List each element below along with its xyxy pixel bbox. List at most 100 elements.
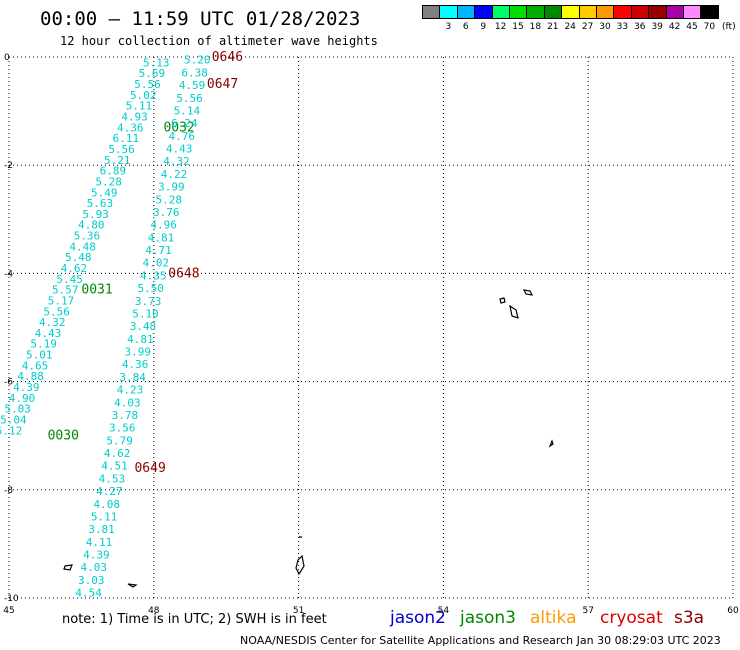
scale-label: 30 — [599, 22, 611, 32]
island-outline — [548, 439, 554, 448]
x-tick-label: 54 — [438, 606, 450, 616]
wave-height-label: 3.03 — [78, 574, 105, 587]
map-subtitle: 12 hour collection of altimeter wave hei… — [60, 34, 378, 48]
wave-height-label: 4.54 — [75, 587, 102, 600]
wave-height-label: 5.56 — [108, 143, 135, 156]
y-tick-label: -4 — [4, 269, 13, 279]
footnote: note: 1) Time is in UTC; 2) SWH is in fe… — [62, 612, 327, 627]
wave-height-label: 5.10 — [132, 307, 159, 320]
wave-height-label: 4.39 — [13, 381, 40, 394]
scale-swatch — [700, 5, 719, 19]
wave-height-label: 4.81 — [127, 333, 154, 346]
scale-label: 9 — [480, 22, 487, 32]
wave-height-label: 5.11 — [126, 100, 153, 113]
map-title: 00:00 – 11:59 UTC 01/28/2023 — [40, 8, 361, 30]
wave-height-label: 4.88 — [17, 370, 44, 383]
island-outline — [127, 583, 138, 588]
pass-time-label: 0646 — [212, 50, 243, 65]
wave-height-label: 3.48 — [130, 320, 157, 333]
scale-label: 15 — [512, 22, 524, 32]
wave-height-label: 4.43 — [35, 327, 62, 340]
scale-label: 42 — [668, 22, 681, 32]
wave-height-label: 4.03 — [114, 396, 141, 409]
wave-height-label: 4.03 — [81, 561, 108, 574]
wave-height-label: 6.38 — [181, 66, 208, 79]
x-tick-label: 45 — [3, 606, 14, 616]
wave-height-label: 5.63 — [87, 197, 114, 210]
wave-height-label: 4.23 — [117, 384, 144, 397]
satellite-label-s3a: s3a — [674, 608, 705, 628]
wave-height-label: 4.36 — [117, 121, 144, 134]
scale-label: 33 — [616, 22, 629, 32]
island-outline — [499, 297, 506, 304]
wave-height-label: 5.36 — [74, 230, 101, 243]
wave-height-label: 5.13 — [143, 56, 170, 69]
x-tick-label: 60 — [727, 606, 739, 616]
wave-height-label: 5.79 — [106, 434, 133, 447]
island-outline — [63, 564, 73, 571]
y-tick-label: -2 — [4, 161, 13, 171]
wave-height-label: 3.81 — [88, 523, 115, 536]
scale-label: 6 — [462, 22, 469, 32]
wave-height-label: 5.93 — [82, 208, 109, 221]
wave-height-label: 5.48 — [65, 251, 92, 264]
scale-label: 27 — [581, 22, 594, 32]
wave-height-label: 4.32 — [163, 155, 190, 168]
wave-height-label: 5.20 — [184, 54, 211, 67]
wave-height-label: 4.53 — [99, 472, 126, 485]
pass-time-label: 0649 — [134, 461, 165, 476]
scale-label: 24 — [564, 22, 576, 32]
y-tick-label: -6 — [4, 378, 13, 388]
wave-height-label: 5.50 — [137, 282, 164, 295]
satellite-label-altika: altika — [530, 608, 577, 628]
scale-label: 3 — [445, 22, 452, 32]
wave-height-label: 4.36 — [122, 358, 149, 371]
wave-height-label: 5.56 — [134, 78, 161, 91]
y-tick-label: -8 — [4, 486, 13, 496]
wave-height-label: 4.71 — [145, 244, 172, 257]
island-outline — [509, 304, 519, 319]
scale-label: 21 — [547, 22, 559, 32]
wave-height-label: 3.56 — [109, 422, 136, 435]
y-tick-label: -10 — [4, 594, 19, 604]
pass-time-label: 0032 — [163, 120, 194, 135]
island-outline — [522, 289, 534, 296]
wave-height-label: 4.76 — [168, 130, 195, 143]
wave-height-label: 6.11 — [113, 132, 140, 145]
wave-height-label: 6.89 — [100, 165, 127, 178]
pass-time-label: 0648 — [168, 266, 199, 281]
scale-label: 45 — [686, 22, 698, 32]
wave-height-label: 4.59 — [179, 79, 206, 92]
satellite-label-cryosat: cryosat — [600, 608, 663, 628]
wave-height-label: 4.90 — [9, 392, 36, 405]
wave-height-label: 5.03 — [4, 403, 31, 416]
wave-height-label: 4.08 — [93, 498, 120, 511]
wave-height-label: 5.04 — [0, 413, 27, 426]
wave-height-label: 3.99 — [125, 346, 152, 359]
wave-height-label: 5.17 — [48, 294, 75, 307]
wave-height-label: 4.32 — [39, 316, 66, 329]
wave-height-label: 4.35 — [140, 269, 167, 282]
wave-height-label: 5.69 — [139, 67, 166, 80]
wave-height-label: 5.11 — [91, 510, 118, 523]
x-tick-label: 57 — [582, 606, 593, 616]
satellite-label-jason3: jason3 — [460, 608, 516, 628]
wave-height-label: 5.21 — [104, 154, 131, 167]
wave-height-label: 5.56 — [43, 305, 70, 318]
wave-height-label: 4.80 — [78, 219, 105, 232]
wave-height-label: 4.48 — [69, 240, 96, 253]
wave-height-label: 5.28 — [95, 175, 122, 188]
wave-height-label: 3.78 — [112, 409, 139, 422]
wave-height-label: 3.73 — [135, 295, 162, 308]
wave-height-label: 4.43 — [166, 143, 193, 156]
satellite-label-jason2: jason2 — [390, 608, 446, 628]
pass-time-label: 0031 — [81, 283, 112, 298]
wave-height-label: 4.11 — [86, 536, 113, 549]
wave-height-label: 5.56 — [176, 92, 203, 105]
wave-height-label: 5.01 — [26, 349, 53, 362]
scale-label: 18 — [529, 22, 542, 32]
wave-height-label: 5.49 — [91, 186, 118, 199]
scale-label: 70 — [703, 22, 716, 32]
wave-height-label: 4.65 — [22, 359, 49, 372]
y-tick-label: 0 — [4, 53, 10, 63]
